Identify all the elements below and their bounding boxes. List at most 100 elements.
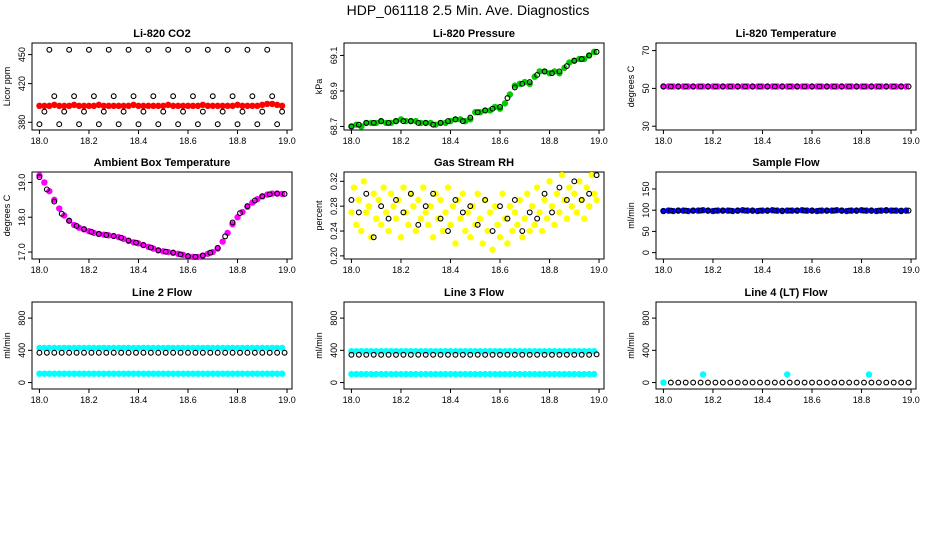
data-point [266, 349, 273, 356]
data-point [118, 234, 125, 241]
data-point [494, 221, 501, 229]
data-point [838, 207, 845, 214]
data-point [147, 349, 154, 356]
data-point [571, 178, 578, 185]
x-tick-label: 18.6 [803, 136, 821, 146]
data-point [543, 215, 551, 222]
data-point [514, 221, 521, 229]
data-point [437, 215, 444, 222]
x-tick-label: 18.8 [541, 395, 559, 405]
data-point [160, 108, 167, 115]
data-point [110, 233, 117, 239]
data-point [467, 351, 474, 358]
x-tick-label: 18.8 [229, 136, 247, 146]
data-point [177, 251, 184, 258]
data-point [229, 370, 236, 377]
plot-frame [343, 42, 605, 131]
data-point [420, 184, 427, 191]
data-point [135, 102, 142, 110]
data-point [229, 93, 236, 100]
data-point [506, 202, 514, 210]
data-point [65, 102, 73, 110]
data-point [467, 234, 474, 241]
data-point [712, 83, 719, 90]
data-point [536, 370, 543, 378]
data-point [88, 349, 95, 356]
x-tick-label: 18.0 [343, 395, 361, 405]
data-point [41, 102, 48, 110]
data-point [249, 370, 256, 377]
data-point [358, 123, 365, 130]
data-point [400, 209, 407, 216]
data-point [234, 370, 241, 377]
data-point [269, 93, 276, 100]
data-point [274, 349, 281, 356]
data-point [875, 207, 882, 214]
data-point [80, 344, 88, 352]
data-point [590, 190, 598, 197]
data-point [593, 172, 600, 179]
data-point [422, 203, 429, 210]
data-point [585, 370, 593, 378]
panel-title: Ambient Box Temperature [94, 157, 231, 169]
x-tick-label: 18.4 [754, 265, 772, 275]
data-point [110, 370, 117, 377]
data-point [214, 102, 221, 110]
x-tick-label: 18.6 [179, 265, 197, 275]
data-point [90, 102, 98, 110]
data-point [749, 379, 756, 386]
data-point [110, 93, 117, 100]
panel-2: Li-820 Pressure 18.0 18.2 18.4 18.6 18.8 19.0 6… [314, 28, 608, 146]
data-point [239, 102, 246, 110]
data-point [105, 46, 112, 53]
data-point [105, 370, 112, 377]
data-point [474, 190, 481, 197]
data-point [41, 344, 48, 352]
data-point [239, 108, 246, 115]
data-point [682, 379, 689, 386]
data-point [174, 344, 182, 352]
data-point [549, 70, 555, 77]
data-point [905, 83, 912, 90]
data-point [85, 102, 93, 110]
x-tick-label: 19.0 [278, 265, 296, 275]
data-point [593, 351, 600, 358]
data-point [51, 198, 58, 205]
data-point [531, 370, 538, 378]
data-point [583, 184, 590, 191]
panel-title: Line 2 Flow [132, 287, 192, 299]
data-point [573, 209, 580, 216]
data-point [521, 215, 528, 222]
data-point [377, 370, 385, 378]
data-point [88, 228, 95, 235]
y-tick-label: 450 [17, 47, 27, 62]
data-point [501, 100, 509, 107]
y-tick-label: 0.20 [329, 247, 339, 265]
data-point [184, 344, 192, 352]
data-point [415, 221, 422, 228]
data-point [368, 370, 375, 378]
data-point [105, 344, 112, 352]
data-point [204, 344, 212, 352]
data-point [578, 351, 585, 358]
data-point [199, 370, 207, 377]
y-tick-label: 0 [329, 380, 339, 385]
data-point [516, 370, 524, 378]
data-point [580, 370, 588, 378]
data-point [890, 207, 897, 214]
data-point [155, 370, 162, 377]
data-point [786, 379, 793, 386]
data-point [125, 102, 132, 110]
data-point [155, 247, 162, 254]
data-point [563, 351, 570, 358]
data-point [764, 379, 771, 386]
data-point [883, 83, 890, 90]
data-point [278, 102, 286, 110]
y-axis-label: Licor ppm [2, 67, 12, 107]
data-point [145, 370, 152, 377]
data-point [194, 102, 202, 110]
y-axis-label: degrees C [626, 65, 636, 107]
panel-7: Line 2 Flow 18.0 18.2 18.4 18.6 18.8 19.0 0 400 8… [2, 287, 296, 405]
data-point [90, 344, 98, 352]
x-tick-label: 18.4 [442, 265, 460, 275]
